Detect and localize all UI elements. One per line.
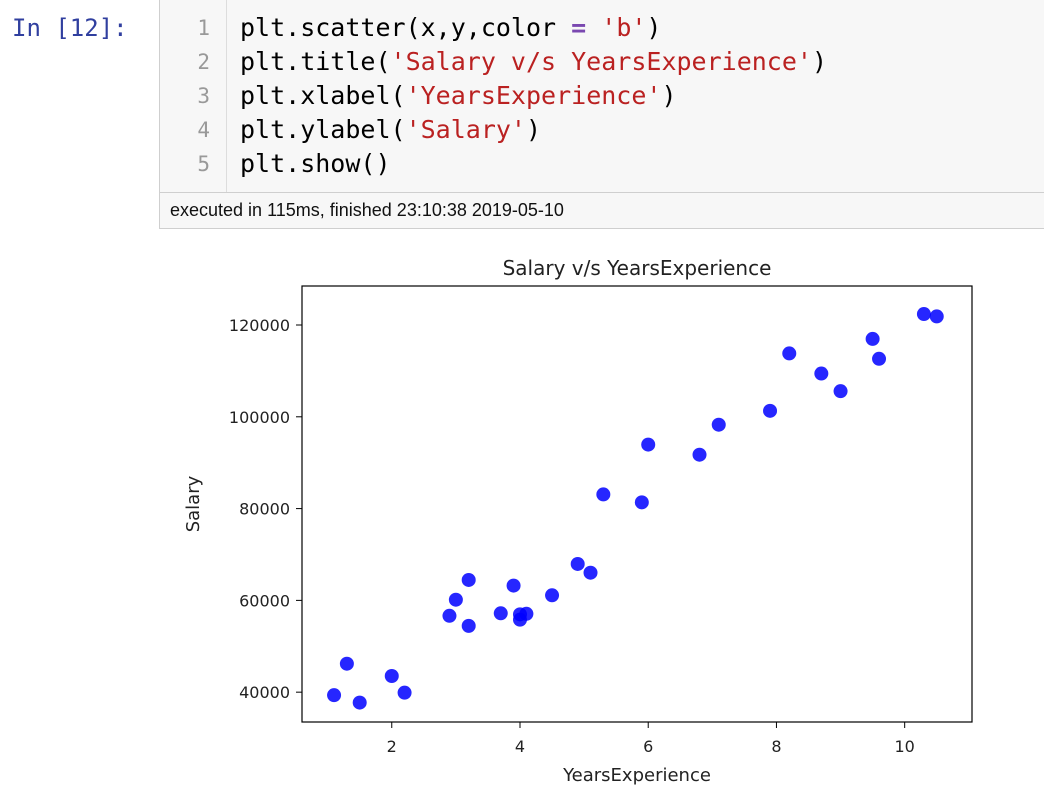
data-point (506, 578, 521, 593)
line-number: 1 (197, 16, 210, 40)
code-line[interactable]: plt.show() (240, 147, 391, 181)
data-point (711, 417, 726, 432)
data-point (583, 565, 598, 580)
x-axis-label: YearsExperience (562, 765, 711, 786)
data-point (448, 592, 463, 607)
x-tick-label: 6 (643, 737, 653, 756)
operator-token: = (571, 13, 587, 42)
data-point (916, 307, 931, 322)
data-point (634, 495, 649, 510)
y-axis-label: Salary (183, 475, 204, 532)
string-literal: 'Salary' (405, 115, 526, 144)
execution-status: executed in 115ms, finished 23:10:38 201… (170, 200, 564, 220)
data-point (833, 384, 848, 399)
y-tick-label: 120000 (229, 316, 290, 335)
code-line[interactable]: plt.xlabel('YearsExperience') (240, 79, 677, 113)
x-tick-label: 10 (894, 737, 914, 756)
data-point (641, 437, 656, 452)
code-token: ) (661, 81, 677, 110)
data-point (545, 588, 560, 603)
y-tick-label: 60000 (239, 591, 290, 610)
data-point (442, 608, 457, 623)
y-tick-label: 80000 (239, 500, 290, 519)
data-point (384, 668, 399, 683)
data-point (692, 447, 707, 462)
data-point (519, 606, 534, 621)
data-point (596, 487, 611, 502)
chart-title: Salary v/s YearsExperience (503, 256, 772, 280)
string-literal: 'Salary v/s YearsExperience' (390, 47, 812, 76)
line-number: 2 (197, 50, 210, 74)
string-literal: 'YearsExperience' (405, 81, 662, 110)
code-token: plt.title( (240, 47, 391, 76)
data-point (763, 403, 778, 418)
data-point (814, 366, 829, 381)
data-point (339, 656, 354, 671)
code-line[interactable]: plt.scatter(x,y,color = 'b') (240, 11, 661, 45)
code-editor[interactable]: 1 plt.scatter(x,y,color = 'b') 2 plt.title(… (160, 0, 1044, 193)
line-number: 3 (197, 84, 210, 108)
data-point (782, 346, 797, 361)
data-point (493, 606, 508, 621)
string-literal: 'b' (601, 13, 647, 42)
data-point (352, 695, 367, 710)
code-line[interactable]: plt.ylabel('Salary') (240, 113, 541, 147)
code-token: ) (811, 47, 828, 76)
code-token: plt.show() (240, 149, 391, 178)
plot-frame (301, 285, 973, 723)
data-point (461, 572, 476, 587)
data-point (397, 685, 412, 700)
data-point (872, 351, 887, 366)
code-token: plt.ylabel( (240, 115, 406, 144)
line-number-gutter (160, 0, 227, 192)
data-point (570, 556, 585, 571)
x-tick-label: 2 (387, 737, 397, 756)
data-point (461, 618, 476, 633)
code-token: plt.xlabel( (240, 81, 406, 110)
y-tick-label: 100000 (229, 408, 290, 427)
y-tick-label: 40000 (239, 683, 290, 702)
data-point (865, 331, 880, 346)
x-tick-label: 4 (515, 737, 525, 756)
x-tick-label: 8 (771, 737, 781, 756)
line-number: 4 (197, 118, 210, 142)
data-point (327, 688, 342, 703)
code-cell[interactable]: 1 plt.scatter(x,y,color = 'b') 2 plt.title(… (159, 0, 1044, 229)
code-token: ) (526, 115, 542, 144)
code-line[interactable]: plt.title('Salary v/s YearsExperience') (240, 45, 827, 79)
data-point (929, 309, 944, 324)
line-number: 5 (197, 152, 210, 176)
code-token: ) (646, 13, 662, 42)
cell-prompt: In [12]: (12, 14, 128, 42)
code-token: plt.scatter(x,y,color (240, 13, 572, 42)
